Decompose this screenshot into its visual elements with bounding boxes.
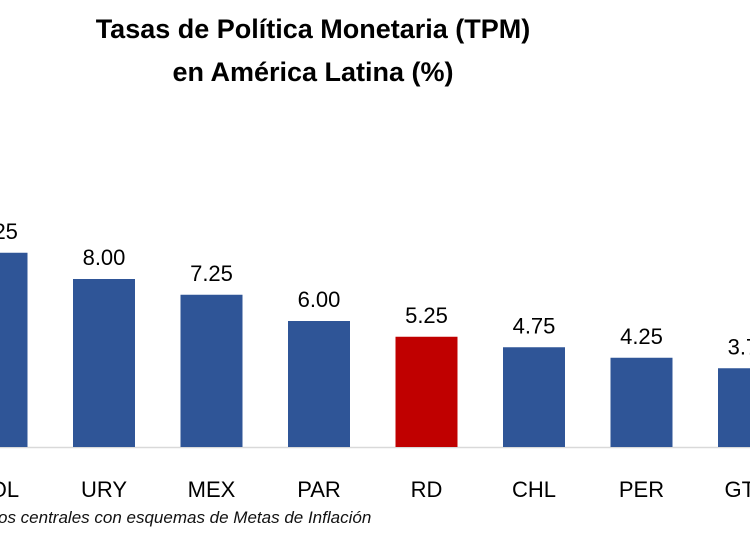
category-label-chl: CHL bbox=[512, 477, 556, 502]
category-label-mex: MEX bbox=[188, 477, 236, 502]
chart-title-line-2: en América Latina (%) bbox=[172, 57, 454, 87]
footnote: os centrales con esquemas de Metas de In… bbox=[0, 508, 372, 527]
bar-col bbox=[0, 252, 28, 447]
chart-title-line-1: Tasas de Política Monetaria (TPM) bbox=[95, 14, 531, 44]
value-label-rd: 5.25 bbox=[405, 303, 448, 328]
value-label-gtm: 3.75 bbox=[728, 334, 750, 359]
category-label-ury: URY bbox=[81, 477, 127, 502]
value-label-ury: 8.00 bbox=[83, 245, 126, 270]
bar-gtm bbox=[718, 368, 750, 447]
bar-par bbox=[288, 321, 350, 447]
value-label-per: 4.25 bbox=[620, 324, 663, 349]
bar-rd bbox=[395, 336, 458, 447]
category-label-col: COL bbox=[0, 477, 19, 502]
bar-mex bbox=[180, 294, 243, 447]
category-label-per: PER bbox=[619, 477, 664, 502]
category-label-rd: RD bbox=[411, 477, 443, 502]
value-label-par: 6.00 bbox=[298, 287, 341, 312]
category-label-par: PAR bbox=[297, 477, 341, 502]
bar-ury bbox=[73, 279, 135, 447]
bar-per bbox=[610, 357, 673, 447]
value-label-col: 9.25 bbox=[0, 219, 18, 244]
value-label-mex: 7.25 bbox=[190, 261, 233, 286]
value-label-chl: 4.75 bbox=[513, 313, 556, 338]
bar-chl bbox=[503, 347, 565, 447]
category-label-gtm: GTM bbox=[725, 477, 750, 502]
